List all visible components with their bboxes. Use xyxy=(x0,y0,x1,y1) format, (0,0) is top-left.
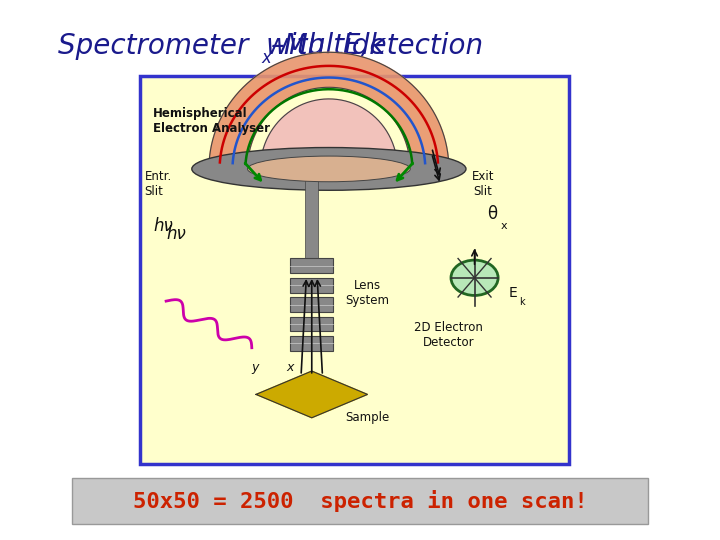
FancyBboxPatch shape xyxy=(140,76,569,464)
Text: –Multidetection: –Multidetection xyxy=(271,32,484,60)
Text: Sample: Sample xyxy=(346,411,390,424)
Text: Lens
System: Lens System xyxy=(346,279,390,307)
Text: E: E xyxy=(509,286,518,300)
Bar xyxy=(290,316,333,332)
Bar xyxy=(290,336,333,351)
Text: Spectrometer  with  E,k: Spectrometer with E,k xyxy=(58,32,385,60)
Text: Entr.
Slit: Entr. Slit xyxy=(145,171,172,199)
Circle shape xyxy=(451,260,498,295)
Ellipse shape xyxy=(192,147,466,190)
Bar xyxy=(290,278,333,293)
Text: θ: θ xyxy=(487,205,498,224)
Ellipse shape xyxy=(248,156,410,182)
Text: Exit
Slit: Exit Slit xyxy=(472,171,495,199)
Text: hν: hν xyxy=(166,225,186,243)
Text: 2D Electron
Detector: 2D Electron Detector xyxy=(415,321,483,348)
Text: hν: hν xyxy=(153,217,173,235)
Text: y: y xyxy=(252,361,259,374)
Text: Hemispherical
Electron Analyser: Hemispherical Electron Analyser xyxy=(153,107,270,134)
Bar xyxy=(290,297,333,312)
Text: x: x xyxy=(261,49,271,67)
Bar xyxy=(290,258,333,273)
Polygon shape xyxy=(261,99,397,169)
Bar xyxy=(305,180,318,258)
Text: k: k xyxy=(520,298,526,307)
FancyBboxPatch shape xyxy=(72,478,648,524)
Text: x: x xyxy=(500,221,507,231)
Polygon shape xyxy=(256,371,367,418)
Text: x: x xyxy=(286,361,294,374)
Text: 50x50 = 2500  spectra in one scan!: 50x50 = 2500 spectra in one scan! xyxy=(132,490,588,512)
Polygon shape xyxy=(209,52,449,169)
